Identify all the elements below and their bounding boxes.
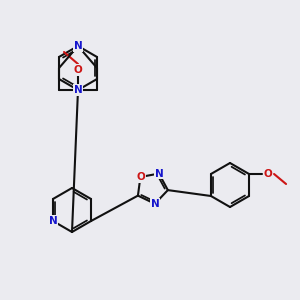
Text: O: O [74,65,82,75]
Text: N: N [49,216,57,226]
Text: N: N [154,169,163,178]
Text: O: O [264,169,272,179]
Text: N: N [151,199,159,209]
Text: O: O [136,172,145,182]
Text: N: N [74,85,82,95]
Text: N: N [74,41,82,51]
